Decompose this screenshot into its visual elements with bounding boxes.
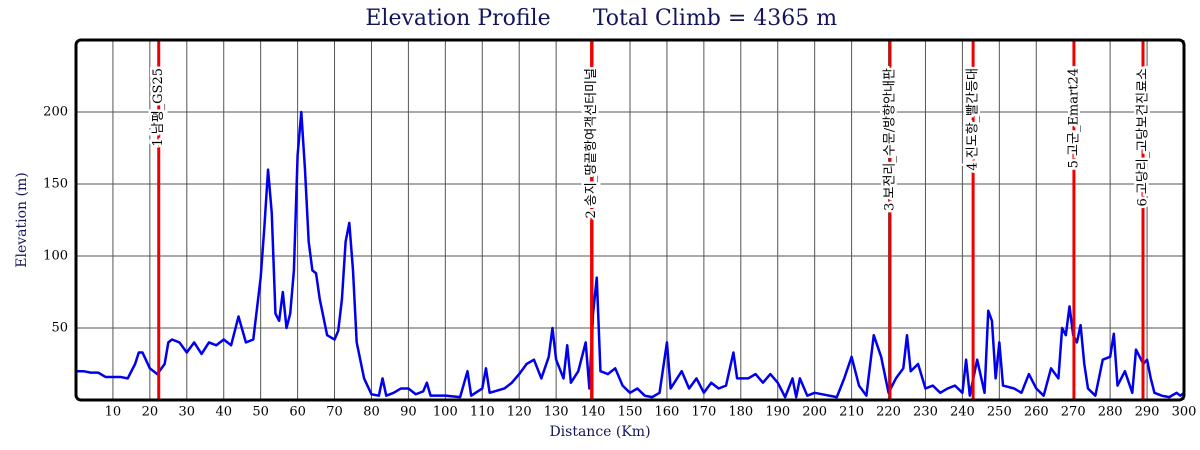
waypoint-label: 2 송지_땅끝항여객선터미널: [584, 68, 599, 218]
chart-subtitle: Total Climb = 4365 m: [593, 6, 837, 31]
x-tick-label: 200: [802, 405, 827, 420]
x-tick-label: 230: [913, 405, 938, 420]
x-tick-label: 70: [326, 405, 343, 420]
x-tick-label: 120: [507, 405, 532, 420]
waypoint-label: 4 진도항_빨간등대: [966, 68, 981, 171]
x-tick-label: 100: [433, 405, 458, 420]
chart-title: Elevation Profile: [365, 6, 550, 31]
x-tick-label: 90: [400, 405, 417, 420]
x-axis-label: Distance (Km): [549, 424, 650, 440]
x-tick-label: 290: [1135, 405, 1160, 420]
y-tick-label: 100: [43, 249, 68, 264]
x-tick-label: 20: [142, 405, 159, 420]
x-tick-label: 80: [363, 405, 380, 420]
waypoint-label: 3 보전리_수문/방향안내판: [883, 68, 898, 211]
x-tick-label: 260: [1024, 405, 1049, 420]
x-tick-label: 240: [950, 405, 975, 420]
x-tick-label: 220: [876, 405, 901, 420]
x-tick-label: 40: [215, 405, 232, 420]
x-tick-label: 170: [691, 405, 716, 420]
waypoint-label: 5 고군_Emart24: [1066, 68, 1081, 168]
elevation-line: [76, 110, 1185, 399]
x-tick-label: 10: [105, 405, 122, 420]
x-tick-label: 300: [1172, 405, 1197, 420]
x-tick-label: 60: [289, 405, 306, 420]
x-tick-label: 110: [470, 405, 495, 420]
y-axis-label: Elevation (m): [14, 172, 30, 267]
x-tick-label: 130: [544, 405, 569, 420]
waypoint-label: 1 남평_GS25: [151, 68, 166, 147]
waypoint-label: 6 고당리_고당보건진료소: [1136, 68, 1151, 207]
x-tick-label: 250: [987, 405, 1012, 420]
x-tick-label: 280: [1098, 405, 1123, 420]
x-tick-label: 190: [765, 405, 790, 420]
x-tick-label: 180: [728, 405, 753, 420]
x-tick-label: 140: [581, 405, 606, 420]
x-tick-label: 160: [655, 405, 680, 420]
x-tick-label: 50: [252, 405, 269, 420]
x-tick-label: 150: [618, 405, 643, 420]
y-tick-label: 200: [43, 105, 68, 120]
y-tick-label: 50: [51, 321, 68, 336]
plot-frame: [74, 38, 1186, 402]
x-tick-label: 210: [839, 405, 864, 420]
y-tick-label: 150: [43, 177, 68, 192]
x-tick-label: 30: [179, 405, 196, 420]
x-tick-label: 270: [1061, 405, 1086, 420]
